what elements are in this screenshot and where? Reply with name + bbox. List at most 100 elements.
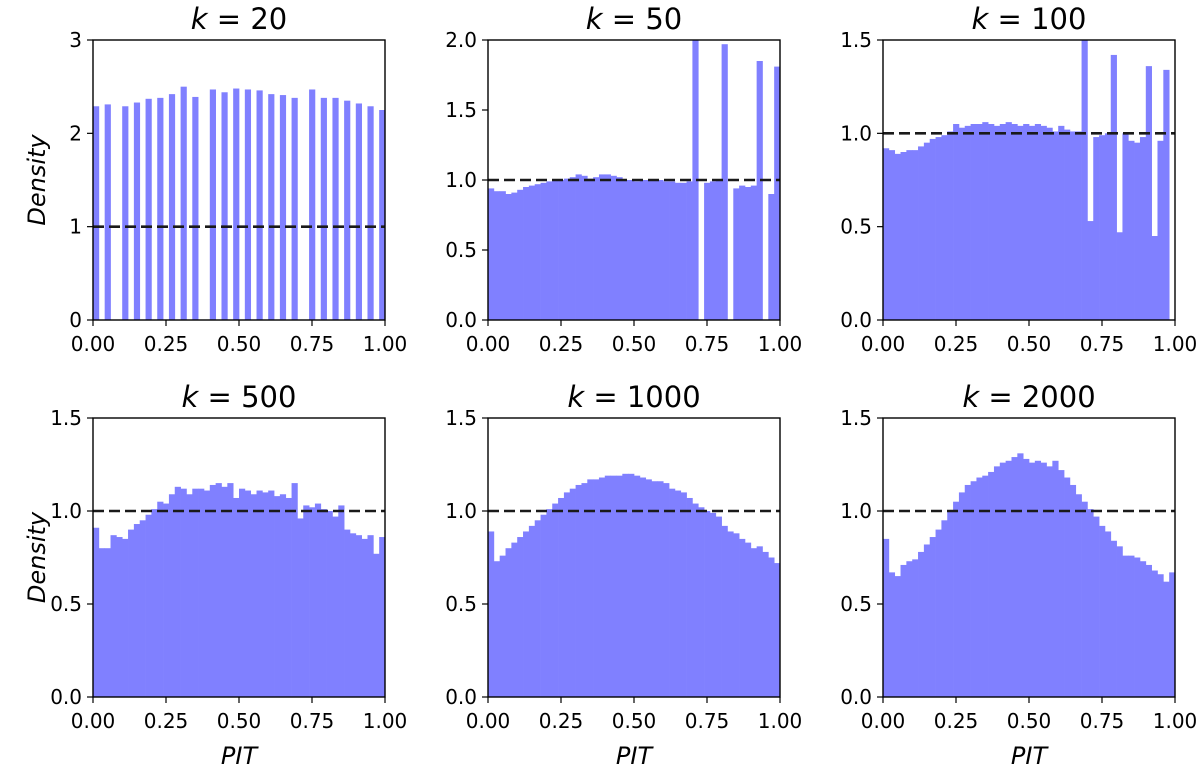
y-tick-label: 0 xyxy=(69,308,82,332)
histogram-bar xyxy=(616,177,623,320)
histogram-bar xyxy=(894,576,901,697)
y-tick-label: 3 xyxy=(69,28,82,52)
histogram-bar xyxy=(552,180,559,320)
histogram-bar xyxy=(622,180,629,320)
histogram-bar xyxy=(1145,564,1152,697)
panel-k-20: 0 1 2 3 0.00 0.25 0.50 0.75 1.00 k = 20 Density xyxy=(23,2,407,356)
histogram-bar xyxy=(1104,531,1112,697)
x-tick-label: 0.50 xyxy=(217,709,262,733)
histogram-bar xyxy=(692,40,699,320)
histogram-bar xyxy=(297,518,304,697)
histogram-bar xyxy=(669,488,676,697)
histogram-bar xyxy=(610,175,617,320)
y-tick-label: 1.0 xyxy=(445,168,477,192)
histogram-bar xyxy=(505,194,512,320)
histogram-bar xyxy=(517,189,524,320)
histogram-bar xyxy=(1040,125,1047,321)
panel-k-100: 0.0 0.5 1.0 1.5 0.00 0.25 0.50 0.75 1.00 k = 100 xyxy=(840,2,1197,356)
x-tick-label: 0.75 xyxy=(685,709,730,733)
panel-title: k = 2000 xyxy=(962,380,1095,414)
x-tick-label: 0.25 xyxy=(144,332,189,356)
panel-title: k = 50 xyxy=(586,2,682,36)
histogram-bar xyxy=(116,537,123,697)
histogram-bar xyxy=(704,182,711,320)
histogram-bar xyxy=(540,514,547,697)
histogram-bar xyxy=(163,503,170,697)
histogram-bar xyxy=(1104,133,1112,320)
histogram-bar xyxy=(593,177,600,320)
histogram-bar xyxy=(744,542,752,697)
histogram-bar xyxy=(344,100,351,320)
histogram-bar xyxy=(262,492,269,697)
histogram-bar xyxy=(581,483,588,697)
y-tick-label: 1.0 xyxy=(840,121,872,145)
histogram-bar xyxy=(534,520,541,697)
histogram-bar xyxy=(355,535,362,697)
bar-series xyxy=(883,40,1170,321)
histogram-bar xyxy=(563,492,571,697)
histogram-bar xyxy=(581,175,588,320)
x-tick-label: 0.75 xyxy=(1080,709,1125,733)
histogram-bar xyxy=(344,529,351,697)
histogram-bar xyxy=(628,473,635,697)
histogram-bar xyxy=(988,471,995,697)
histogram-bar xyxy=(1023,124,1030,320)
histogram-bar xyxy=(923,142,931,320)
histogram-bar xyxy=(622,473,629,697)
histogram-bar xyxy=(274,496,281,697)
histogram-bar xyxy=(244,490,252,697)
histogram-bar xyxy=(953,124,960,320)
histogram-bar xyxy=(122,106,129,321)
histogram-bar xyxy=(511,542,518,697)
histogram-bar xyxy=(1064,129,1071,320)
histogram-bar xyxy=(616,475,623,697)
histogram-bar xyxy=(1163,581,1170,697)
histogram-bar xyxy=(1034,460,1042,697)
histogram-bar xyxy=(900,152,907,320)
x-tick-label: 0.00 xyxy=(466,332,511,356)
histogram-bar xyxy=(93,106,100,321)
histogram-bar xyxy=(750,548,757,697)
histogram-bar xyxy=(929,138,936,320)
histogram-bar xyxy=(221,92,228,321)
histogram-bar xyxy=(651,481,658,697)
panel-title: k = 500 xyxy=(182,380,297,414)
histogram-bar xyxy=(379,110,386,320)
histogram-bar xyxy=(598,477,606,697)
histogram-bar xyxy=(733,533,740,697)
histogram-bar xyxy=(314,503,322,697)
histogram-bar xyxy=(651,180,658,320)
histogram-bar xyxy=(970,481,977,697)
histogram-bar xyxy=(499,555,506,697)
histogram-bar xyxy=(523,187,530,320)
histogram-bar xyxy=(1128,555,1135,697)
histogram-bar xyxy=(639,477,647,697)
x-tick-label: 0.50 xyxy=(612,709,657,733)
histogram-bar xyxy=(1046,466,1053,697)
histogram-bar xyxy=(291,97,298,321)
y-tick-label: 1.5 xyxy=(840,28,872,52)
histogram-bar xyxy=(546,509,553,697)
histogram-bar xyxy=(593,479,600,697)
histogram-bar xyxy=(1157,140,1164,320)
histogram-bar xyxy=(1005,460,1012,697)
histogram-bar xyxy=(768,557,775,697)
histogram-bar xyxy=(964,484,971,697)
histogram-bar xyxy=(906,561,913,697)
histogram-bar xyxy=(157,501,164,697)
y-tick-label: 1.5 xyxy=(445,98,477,122)
histogram-bar xyxy=(309,507,316,697)
x-tick-label: 0.25 xyxy=(934,709,979,733)
histogram-bar xyxy=(686,181,693,320)
histogram-bar xyxy=(918,551,925,697)
histogram-bar xyxy=(379,537,386,697)
histogram-bar xyxy=(739,538,746,697)
histogram-bar xyxy=(888,572,896,697)
histogram-bar xyxy=(883,538,890,697)
histogram-bar xyxy=(1069,484,1077,697)
histogram-bar xyxy=(534,184,541,320)
histogram-bar xyxy=(493,191,501,320)
histogram-bar xyxy=(1093,137,1100,320)
histogram-bar xyxy=(239,488,246,697)
x-tick-label: 0.25 xyxy=(144,709,189,733)
